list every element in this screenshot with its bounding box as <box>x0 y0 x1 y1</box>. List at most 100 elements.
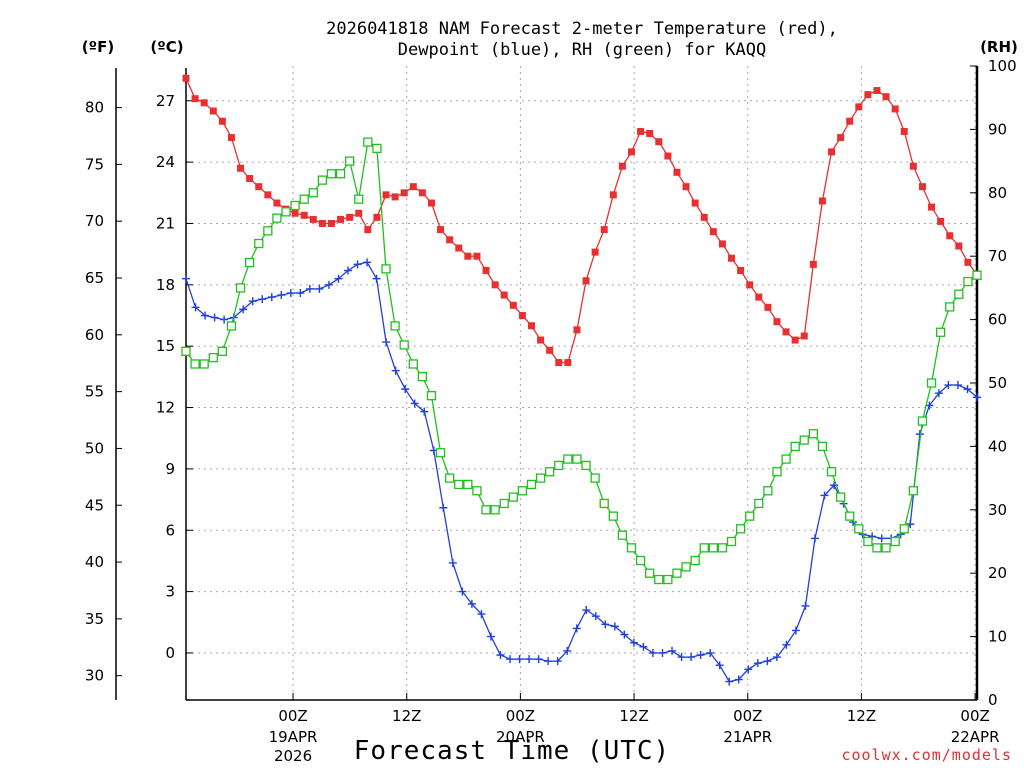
data-point <box>687 653 696 662</box>
data-point <box>299 194 309 204</box>
data-point <box>248 297 257 306</box>
data-point <box>845 511 855 521</box>
data-point <box>209 107 217 115</box>
data-point <box>591 612 600 621</box>
data-point <box>544 657 553 666</box>
data-point <box>382 191 390 199</box>
data-point <box>518 312 526 320</box>
data-point <box>744 665 753 674</box>
rh-tick-label: 40 <box>988 437 1007 455</box>
data-point <box>573 326 581 334</box>
fahrenheit-tick-label: 35 <box>85 610 104 628</box>
data-point <box>709 228 717 236</box>
data-point <box>525 655 534 664</box>
rh-unit-label: (RH) <box>980 38 1018 56</box>
data-point <box>854 524 864 534</box>
data-point <box>735 524 746 534</box>
data-point <box>600 226 608 234</box>
data-point <box>696 651 705 660</box>
data-point <box>300 211 308 219</box>
data-point <box>801 601 810 610</box>
data-point <box>318 219 326 227</box>
data-point <box>955 242 963 250</box>
data-point <box>546 346 554 354</box>
data-point <box>828 148 836 156</box>
data-point <box>201 311 210 320</box>
data-point <box>210 313 219 322</box>
rh-tick-label: 70 <box>988 247 1007 265</box>
data-point <box>590 473 600 483</box>
data-point <box>763 657 772 666</box>
data-point <box>610 622 619 631</box>
data-point <box>900 127 908 135</box>
data-point <box>728 254 736 262</box>
data-point <box>648 648 657 657</box>
data-point <box>691 199 699 207</box>
data-point <box>326 169 337 179</box>
data-point <box>753 659 762 668</box>
data-point <box>472 486 482 496</box>
fahrenheit-tick-label: 70 <box>85 212 104 230</box>
data-point <box>534 655 543 664</box>
data-point <box>335 169 346 179</box>
data-point <box>909 162 917 170</box>
data-point <box>554 460 564 471</box>
rh-series <box>181 137 982 585</box>
rh-tick-label: 30 <box>988 501 1007 519</box>
data-point <box>264 191 272 199</box>
data-point <box>324 280 333 289</box>
celsius-tick-label: 9 <box>165 460 175 478</box>
data-point <box>482 267 490 275</box>
data-point <box>646 129 654 137</box>
data-point <box>664 152 672 160</box>
data-point <box>946 232 954 240</box>
data-point <box>337 215 345 223</box>
x-date-label: 21APR <box>723 728 772 746</box>
fahrenheit-tick-label: 30 <box>85 667 104 685</box>
data-point <box>582 277 590 285</box>
data-point <box>935 327 946 337</box>
data-point <box>799 435 809 445</box>
data-point <box>564 359 572 367</box>
data-point <box>309 215 317 223</box>
data-point <box>427 199 435 207</box>
data-point <box>363 258 372 267</box>
data-point <box>286 289 295 298</box>
data-point <box>906 520 915 529</box>
data-point <box>410 399 419 408</box>
data-point <box>291 209 299 217</box>
series-layer <box>181 74 982 686</box>
data-point <box>808 429 818 439</box>
data-point <box>496 651 505 660</box>
data-point <box>454 479 464 490</box>
celsius-tick-label: 6 <box>165 521 175 539</box>
data-point <box>409 183 417 191</box>
data-point <box>448 558 457 567</box>
data-point <box>182 274 190 283</box>
data-point <box>837 134 845 142</box>
rh-tick-label: 60 <box>988 311 1007 329</box>
data-point <box>418 189 426 197</box>
credit-link[interactable]: coolwx.com/models <box>841 746 1012 764</box>
data-point <box>581 460 591 471</box>
data-point <box>800 332 808 340</box>
fahrenheit-tick-label: 80 <box>85 99 104 117</box>
data-point <box>628 148 636 156</box>
dewpoint-line <box>185 261 978 683</box>
data-point <box>700 213 708 221</box>
data-point <box>963 276 973 287</box>
data-point <box>254 238 264 249</box>
data-point <box>537 336 545 344</box>
x-year-label: 2026 <box>274 747 312 765</box>
data-point <box>473 252 481 260</box>
data-point <box>437 226 445 234</box>
data-point <box>708 543 718 553</box>
celsius-tick-label: 15 <box>156 337 175 355</box>
data-point <box>726 536 737 547</box>
x-axis-title: Forecast Time (UTC) <box>354 736 670 766</box>
fahrenheit-tick-label: 65 <box>85 269 104 287</box>
data-point <box>390 321 400 331</box>
data-point <box>668 646 677 655</box>
data-point <box>620 630 629 639</box>
